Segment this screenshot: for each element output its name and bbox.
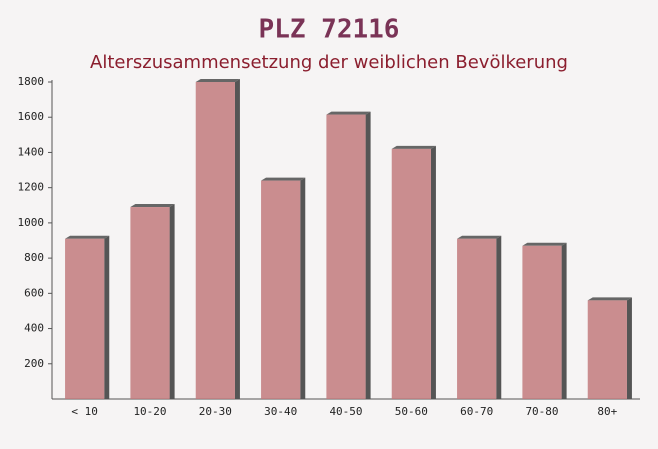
y-tick-label: 800 (24, 251, 44, 264)
chart-title: PLZ 72116 (259, 15, 400, 45)
bar-shadow (522, 242, 567, 246)
bar-shadow (561, 242, 567, 399)
bar (522, 245, 562, 399)
x-tick-label: 10-20 (133, 405, 166, 418)
y-tick-label: 1800 (18, 75, 45, 88)
bar (391, 148, 431, 399)
bar (65, 238, 105, 399)
y-tick-label: 400 (24, 322, 44, 335)
chart-subtitle: Alterszusammensetzung der weiblichen Bev… (90, 52, 568, 73)
bar-shadow (261, 177, 306, 181)
bar (195, 82, 235, 399)
x-tick-label: 80+ (597, 405, 617, 418)
bar-shadow (626, 297, 632, 399)
bar-shadow (169, 204, 175, 399)
bar-shadow (496, 235, 502, 399)
y-tick-label: 600 (24, 286, 44, 299)
x-tick-label: < 10 (71, 405, 98, 418)
bar-shadow (326, 111, 371, 115)
x-tick-label: 20-30 (199, 405, 232, 418)
bar-shadow (300, 177, 306, 399)
bar-shadow (195, 79, 240, 82)
x-tick-label: 60-70 (460, 405, 493, 418)
bar-shadow (234, 79, 240, 399)
bar-shadow (430, 145, 436, 399)
bar-shadow (365, 111, 371, 399)
bar-shadow (65, 235, 110, 239)
y-tick-label: 1400 (18, 145, 45, 158)
y-tick-label: 1000 (18, 216, 45, 229)
y-tick-label: 1200 (18, 181, 45, 194)
bar (587, 300, 627, 399)
bar-shadow (104, 235, 110, 399)
y-tick-label: 1600 (18, 110, 45, 123)
bar (326, 114, 366, 399)
bar (261, 180, 301, 399)
bar-shadow (457, 235, 502, 239)
bar (130, 207, 170, 399)
x-tick-label: 70-80 (525, 405, 558, 418)
bar-shadow (391, 145, 436, 149)
bar-shadow (130, 204, 175, 208)
x-tick-label: 50-60 (395, 405, 428, 418)
x-tick-label: 30-40 (264, 405, 297, 418)
x-tick-label: 40-50 (329, 405, 362, 418)
y-tick-label: 200 (24, 357, 44, 370)
bar (457, 238, 497, 399)
bar-shadow (587, 297, 632, 301)
